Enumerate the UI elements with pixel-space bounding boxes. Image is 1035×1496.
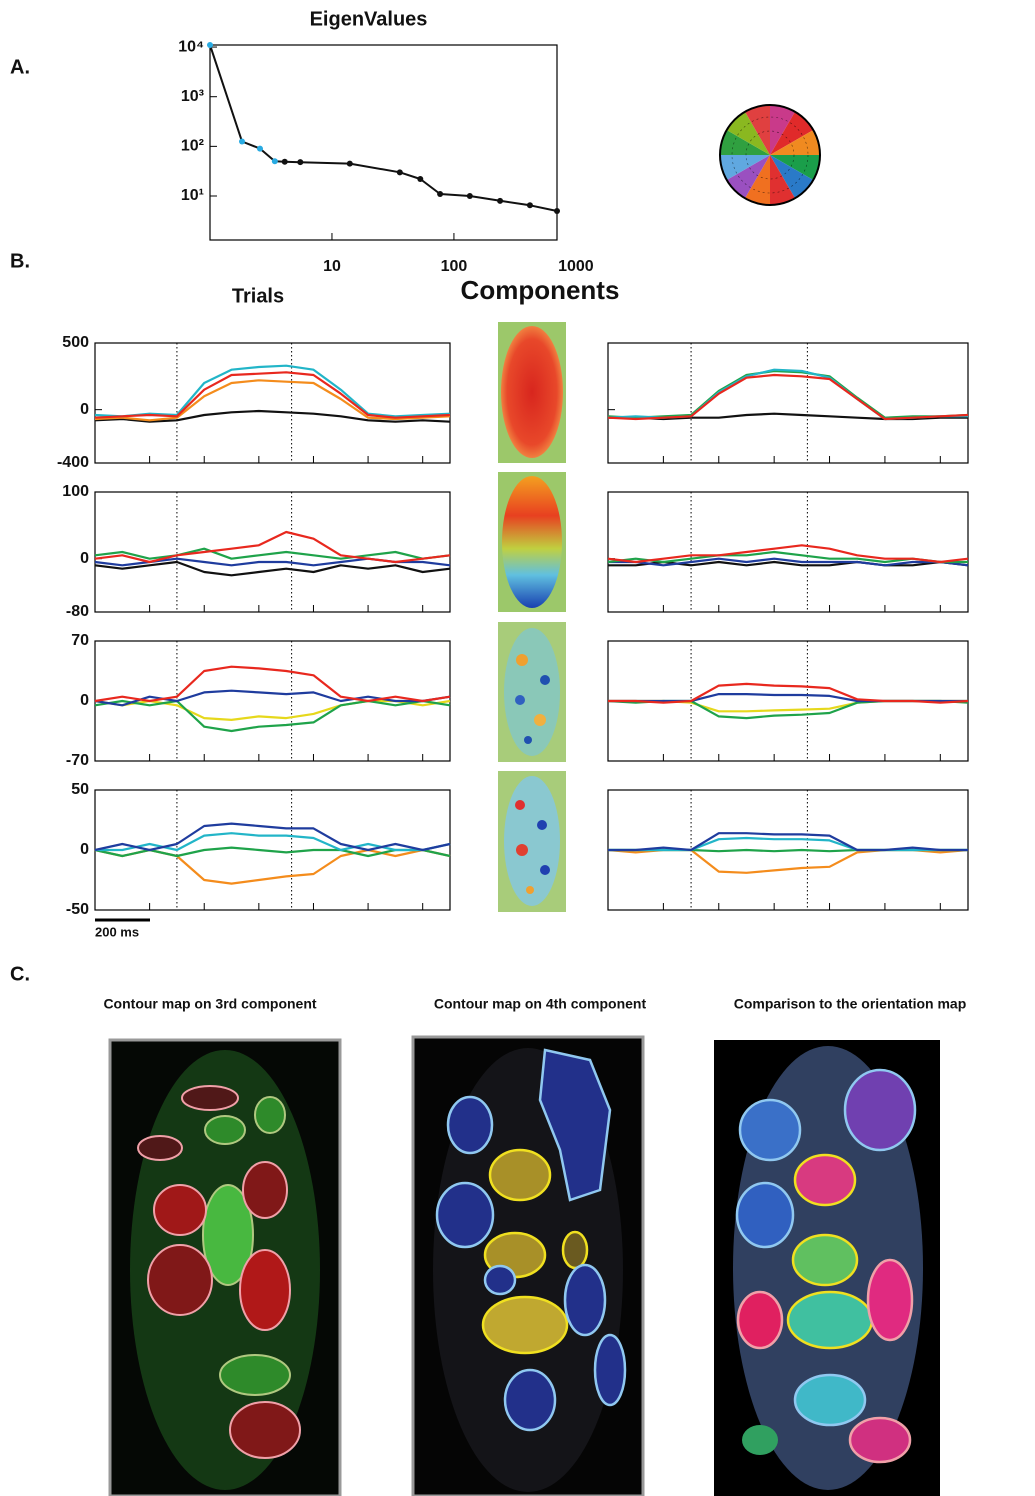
- panel-label: C.: [10, 963, 30, 985]
- series-line: [209, 44, 558, 212]
- series-line: [94, 689, 451, 707]
- series-line: [94, 379, 451, 422]
- contour-title: Contour map on 3rd component: [103, 996, 316, 1012]
- series-line: [94, 699, 451, 733]
- chart: [607, 491, 969, 613]
- chart: 500 0 -400: [57, 334, 451, 471]
- point-marker: [554, 207, 560, 214]
- plot-frame: [607, 342, 969, 464]
- point-marker: [497, 197, 504, 204]
- contour-title: Contour map on 4th component: [434, 996, 647, 1012]
- y-tick-label: -70: [66, 752, 89, 769]
- panel-label: B.: [10, 250, 30, 272]
- y-tick-label: 0: [80, 550, 89, 567]
- series-line: [94, 846, 451, 858]
- x-tick-label: 1000: [558, 258, 594, 275]
- series-line: [94, 560, 451, 577]
- x-tick-label: 100: [441, 258, 468, 275]
- point-marker: [207, 42, 213, 48]
- series-line: [607, 848, 969, 874]
- point-marker: [417, 176, 424, 183]
- series-line: [608, 557, 969, 567]
- y-tick-label: 0: [80, 401, 89, 418]
- scale-bar-label: 200 ms: [95, 924, 139, 939]
- column-title: Components: [461, 275, 620, 305]
- y-tick-label: 500: [62, 334, 89, 351]
- point-marker: [396, 169, 403, 176]
- series-line: [608, 693, 968, 703]
- plot-frame: [607, 491, 969, 613]
- series-line: [94, 364, 451, 418]
- y-tick-label: -80: [66, 603, 89, 620]
- series-line: [94, 547, 451, 560]
- y-tick-label: -400: [57, 454, 89, 471]
- chart: [607, 789, 969, 911]
- point-marker: [346, 160, 353, 167]
- panel-label: A.: [10, 56, 30, 78]
- chart: [607, 640, 969, 762]
- series-line: [607, 369, 969, 419]
- plot-frame: [94, 491, 451, 613]
- chart-title: EigenValues: [310, 8, 428, 30]
- series-line: [95, 832, 451, 852]
- point-marker: [239, 138, 246, 145]
- point-marker: [256, 145, 263, 152]
- column-title: Trials: [232, 285, 284, 307]
- series-line: [607, 373, 969, 421]
- series-line: [608, 832, 968, 852]
- series-line: [607, 368, 968, 421]
- point-marker: [281, 158, 288, 165]
- orientation-wheel: [719, 104, 821, 206]
- y-tick-label: 0: [80, 692, 89, 709]
- series-line: [94, 530, 451, 564]
- series-line: [94, 848, 451, 885]
- series-line: [608, 682, 969, 704]
- series-line: [607, 544, 969, 564]
- component-images: [498, 322, 566, 912]
- chart: 70 0 -70: [66, 632, 451, 769]
- chart: EigenValues 10¹ 10² 10³ 10⁴ 10 100 1000: [178, 8, 594, 275]
- chart: 100 0 -80: [62, 483, 451, 620]
- point-marker: [297, 159, 304, 166]
- chart: 50 0 -50: [66, 781, 451, 918]
- point-marker: [437, 190, 444, 197]
- point-marker: [271, 158, 278, 165]
- x-tick-label: 10: [323, 258, 341, 275]
- y-tick-label: 10²: [181, 138, 204, 155]
- series-line: [94, 699, 451, 721]
- chart: [607, 342, 969, 464]
- series-line: [94, 371, 451, 419]
- series-line: [608, 836, 968, 852]
- series-line: [94, 409, 451, 423]
- y-tick-label: 10¹: [181, 187, 204, 204]
- point-marker: [526, 202, 533, 209]
- contour-map: [714, 1040, 940, 1496]
- plot-frame: [94, 342, 451, 464]
- plot-frame: [209, 44, 558, 241]
- y-tick-label: 100: [62, 483, 89, 500]
- y-tick-label: 50: [71, 781, 89, 798]
- point-marker: [466, 193, 473, 200]
- contour-title: Comparison to the orientation map: [734, 996, 967, 1012]
- series-line: [94, 822, 451, 852]
- y-tick-label: 70: [71, 632, 89, 649]
- y-tick-label: 10³: [181, 88, 204, 105]
- contour-map: [411, 1035, 645, 1496]
- y-tick-label: -50: [66, 901, 89, 918]
- series-line: [94, 665, 451, 703]
- y-tick-label: 10⁴: [178, 38, 204, 55]
- contour-map: [108, 1038, 342, 1496]
- y-tick-label: 0: [80, 841, 89, 858]
